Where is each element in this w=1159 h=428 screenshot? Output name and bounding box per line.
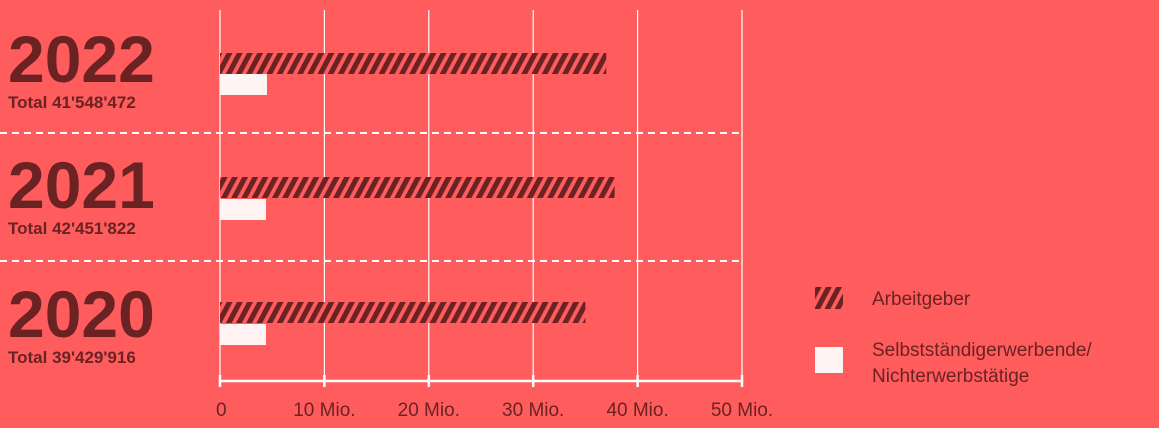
legend-label-selbststaendige: Selbstständigerwerbende/Nichterwerbstäti… xyxy=(872,340,1092,387)
bars xyxy=(220,53,615,345)
legend-swatch-arbeitgeber xyxy=(815,287,843,309)
year-label: 2020 xyxy=(8,277,155,351)
bar-selbststaendige xyxy=(220,199,266,220)
legend-swatch-selbststaendige xyxy=(815,347,843,373)
bar-arbeitgeber xyxy=(220,53,607,74)
legend-label-arbeitgeber: Arbeitgeber xyxy=(872,289,971,310)
row-separators xyxy=(0,132,742,262)
bar-arbeitgeber xyxy=(220,302,586,323)
x-tick-label: 0 xyxy=(216,400,227,421)
x-axis: 0 10 Mio. 20 Mio. 30 Mio. 40 Mio. 50 Mio. xyxy=(216,375,773,421)
year-label: 2022 xyxy=(8,22,155,96)
year-label: 2021 xyxy=(8,148,155,222)
x-tick-label: 50 Mio. xyxy=(711,400,773,421)
total-label: Total 39'429'916 xyxy=(8,348,136,367)
bar-selbststaendige xyxy=(220,324,266,345)
legend-label-line: Selbstständigerwerbende/ xyxy=(872,340,1092,361)
bar-selbststaendige xyxy=(220,74,267,95)
x-tick-label: 40 Mio. xyxy=(606,400,668,421)
x-tick-label: 10 Mio. xyxy=(293,400,355,421)
total-label: Total 42'451'822 xyxy=(8,219,136,238)
x-tick-label: 30 Mio. xyxy=(502,400,564,421)
bar-arbeitgeber xyxy=(220,177,615,198)
x-tick-label: 20 Mio. xyxy=(398,400,460,421)
total-label: Total 41'548'472 xyxy=(8,93,136,112)
legend-label-line: Nichterwerbstätige xyxy=(872,366,1029,387)
legend: Arbeitgeber Selbstständigerwerbende/Nicht… xyxy=(815,287,1092,387)
